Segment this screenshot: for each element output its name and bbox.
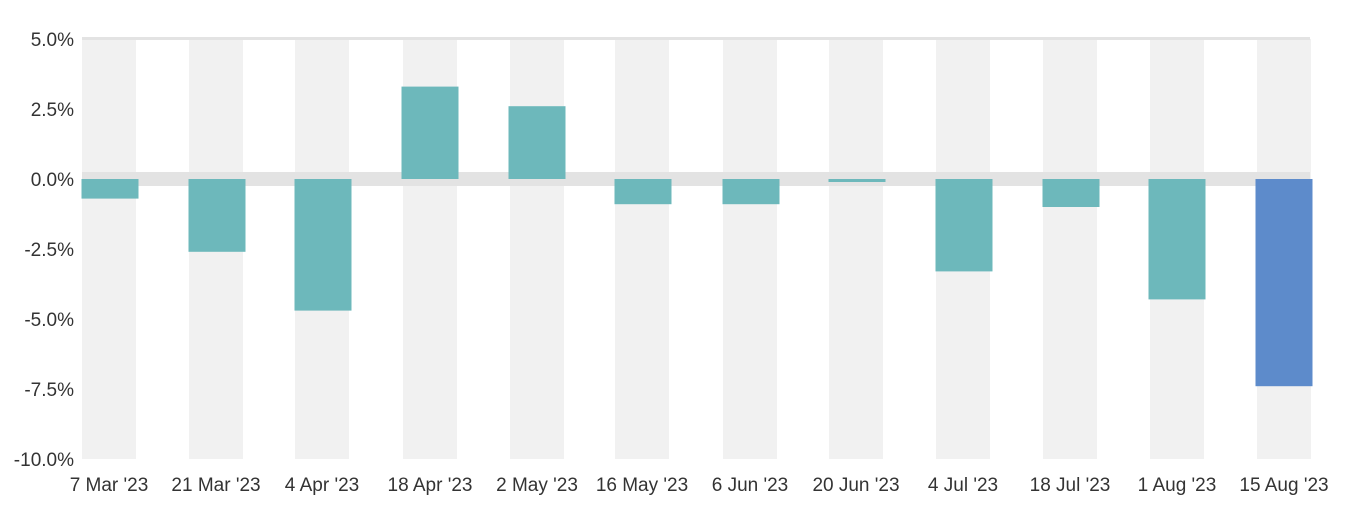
x-axis-ticks: 7 Mar '23 21 Mar '23 4 Apr '23 18 Apr '23 2 …: [70, 475, 1329, 496]
top-gridline: [82, 37, 1310, 40]
x-tick-label: 1 Aug '23: [1138, 475, 1217, 496]
x-tick-label: 7 Mar '23: [70, 475, 149, 496]
bar[interactable]: [1255, 179, 1313, 387]
column-band: [829, 39, 883, 459]
bar[interactable]: [1042, 179, 1100, 207]
column-band: [510, 39, 564, 459]
x-tick-label: 18 Apr '23: [388, 475, 473, 496]
x-tick-label: 2 May '23: [496, 475, 578, 496]
y-tick-label: -10.0%: [14, 450, 74, 471]
bar[interactable]: [508, 106, 566, 179]
bar[interactable]: [81, 179, 139, 199]
column-band: [723, 39, 777, 459]
x-tick-label: 4 Apr '23: [285, 475, 359, 496]
y-tick-label: 5.0%: [31, 30, 74, 51]
x-tick-label: 15 Aug '23: [1239, 475, 1328, 496]
column-bands: [82, 39, 1311, 459]
bar[interactable]: [722, 179, 780, 205]
x-tick-label: 20 Jun '23: [812, 475, 899, 496]
y-tick-label: -5.0%: [24, 310, 74, 331]
bars: [81, 86, 1313, 387]
y-tick-label: 2.5%: [31, 100, 74, 121]
bar[interactable]: [188, 179, 246, 252]
bar[interactable]: [401, 86, 459, 179]
bar[interactable]: [828, 179, 886, 182]
y-tick-label: -2.5%: [24, 240, 74, 261]
bar[interactable]: [935, 179, 993, 272]
x-tick-label: 4 Jul '23: [928, 475, 998, 496]
y-axis-ticks: 5.0% 2.5% 0.0% -2.5% -5.0% -7.5% -10.0%: [14, 30, 74, 471]
bar[interactable]: [1148, 179, 1206, 300]
bar[interactable]: [294, 179, 352, 311]
zero-line: [82, 172, 1310, 186]
column-band: [615, 39, 669, 459]
x-tick-label: 21 Mar '23: [171, 475, 260, 496]
x-tick-label: 6 Jun '23: [712, 475, 789, 496]
x-tick-label: 16 May '23: [596, 475, 688, 496]
column-band: [1043, 39, 1097, 459]
gridlines: [82, 37, 1310, 186]
bar[interactable]: [614, 179, 672, 205]
column-band: [82, 39, 136, 459]
y-tick-label: -7.5%: [24, 380, 74, 401]
y-tick-label: 0.0%: [31, 170, 74, 191]
x-tick-label: 18 Jul '23: [1030, 475, 1111, 496]
